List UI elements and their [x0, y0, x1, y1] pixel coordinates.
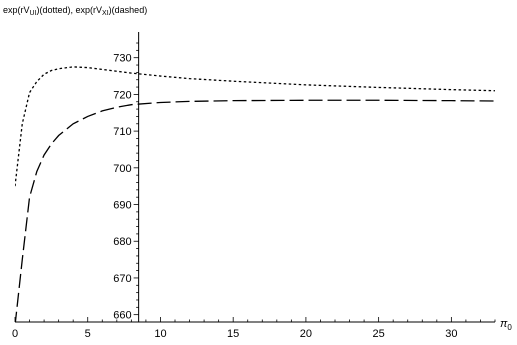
y-tick-label: 700	[113, 163, 131, 175]
x-tick-label: 20	[300, 328, 312, 340]
x-tick-label: 25	[373, 328, 385, 340]
chart-title: exp(rVUI)(dotted), exp(rVXI)(dashed)	[3, 5, 147, 17]
x-tick-label: 15	[227, 328, 239, 340]
series-dashed-line	[15, 99, 495, 322]
series-dotted-line	[15, 66, 495, 187]
x-tick-label: 30	[445, 328, 457, 340]
y-tick-label: 690	[113, 200, 131, 212]
x-tick-label: 0	[12, 328, 18, 340]
y-tick-label: 660	[113, 310, 131, 322]
x-tick-label: 5	[85, 328, 91, 340]
y-tick-label: 670	[113, 273, 131, 285]
ticks: 0 5 10 15 20 25 30 660 670 680 690 700 710 720 730	[12, 42, 496, 340]
x-axis-label: π0	[500, 318, 512, 332]
x-tick-label: 10	[154, 328, 166, 340]
series-group	[15, 66, 495, 322]
y-tick-label: 710	[113, 126, 131, 138]
axes	[15, 32, 495, 323]
y-tick-label: 730	[113, 53, 131, 65]
y-tick-label: 720	[113, 89, 131, 101]
y-tick-label: 680	[113, 236, 131, 248]
